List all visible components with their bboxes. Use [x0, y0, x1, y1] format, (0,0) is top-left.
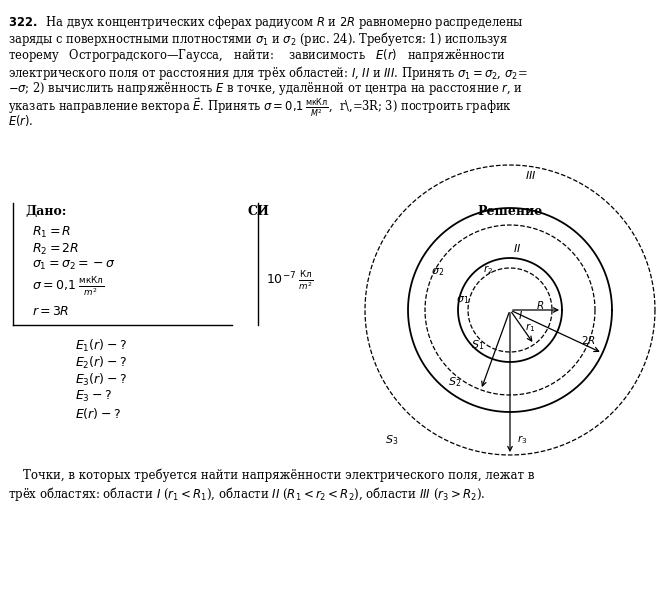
Text: $\sigma_2$: $\sigma_2$ — [431, 266, 445, 278]
Text: $\mathbf{322.}$  На двух концентрических сферах радиусом $R$ и $2R$ равномерно р: $\mathbf{322.}$ На двух концентрических … — [8, 14, 524, 31]
Text: $E_2(r) - ?$: $E_2(r) - ?$ — [75, 355, 127, 371]
Text: $E_3 - ?$: $E_3 - ?$ — [75, 389, 112, 404]
Text: $III$: $III$ — [525, 169, 537, 181]
Text: $r = 3R$: $r = 3R$ — [32, 305, 70, 318]
Text: $I$: $I$ — [518, 309, 523, 321]
Text: $\sigma = 0{,}1\;\frac{\mathrm{мкКл}}{m^2}$: $\sigma = 0{,}1\;\frac{\mathrm{мкКл}}{m^… — [32, 276, 105, 299]
Text: $\sigma_1 = \sigma_2 = -\sigma$: $\sigma_1 = \sigma_2 = -\sigma$ — [32, 259, 116, 272]
Text: $S_2$: $S_2$ — [448, 375, 462, 389]
Text: электрического поля от расстояния для трёх областей: $I$, $II$ и $III$. Принять : электрического поля от расстояния для тр… — [8, 64, 527, 82]
Text: Точки, в которых требуется найти напряжённости электрического поля, лежат в: Точки, в которых требуется найти напряжё… — [8, 468, 535, 481]
Text: указать направление вектора $\vec{E}$. Принять $\sigma = 0{,}1\,\frac{\mathrm{мк: указать направление вектора $\vec{E}$. П… — [8, 97, 512, 120]
Text: $E_1(r) - ?$: $E_1(r) - ?$ — [75, 338, 127, 354]
Text: $r_2$: $r_2$ — [483, 264, 493, 276]
Text: трёх областях: области $I$ ($r_1 < R_1$), области $II$ ($R_1 < r_2 < R_2$), обла: трёх областях: области $I$ ($r_1 < R_1$)… — [8, 485, 486, 503]
Text: $R_2 = 2R$: $R_2 = 2R$ — [32, 242, 80, 257]
Text: $10^{-7}\;\frac{\mathrm{Кл}}{m^2}$: $10^{-7}\;\frac{\mathrm{Кл}}{m^2}$ — [266, 270, 314, 293]
Text: $r_1$: $r_1$ — [525, 322, 535, 334]
Text: Дано:: Дано: — [25, 205, 66, 218]
Text: Решение: Решение — [477, 205, 543, 218]
Text: $R_1 = R$: $R_1 = R$ — [32, 225, 72, 240]
Text: СИ: СИ — [247, 205, 269, 218]
Text: $E(r)$.: $E(r)$. — [8, 113, 34, 128]
Text: $S_3$: $S_3$ — [385, 433, 399, 447]
Text: теорему   Остроградского—Гаусса,   найти:    зависимость   $E(r)$   напряжённост: теорему Остроградского—Гаусса, найти: за… — [8, 47, 506, 64]
Text: $\sigma_1$: $\sigma_1$ — [456, 294, 470, 306]
Text: $S_1$: $S_1$ — [472, 338, 484, 352]
Text: $E_3(r) - ?$: $E_3(r) - ?$ — [75, 372, 127, 388]
Text: $r_3$: $r_3$ — [517, 433, 527, 447]
Text: $R$: $R$ — [536, 299, 544, 311]
Text: $2R$: $2R$ — [581, 334, 596, 346]
Text: $II$: $II$ — [513, 242, 521, 254]
Text: $-\sigma$; 2) вычислить напряжённость $E$ в точке, удалённой от центра на рассто: $-\sigma$; 2) вычислить напряжённость $E… — [8, 80, 523, 97]
Text: $E(r) - ?$: $E(r) - ?$ — [75, 406, 121, 421]
Text: заряды с поверхностными плотностями $\sigma_1$ и $\sigma_2$ (рис. 24). Требуется: заряды с поверхностными плотностями $\si… — [8, 31, 509, 49]
